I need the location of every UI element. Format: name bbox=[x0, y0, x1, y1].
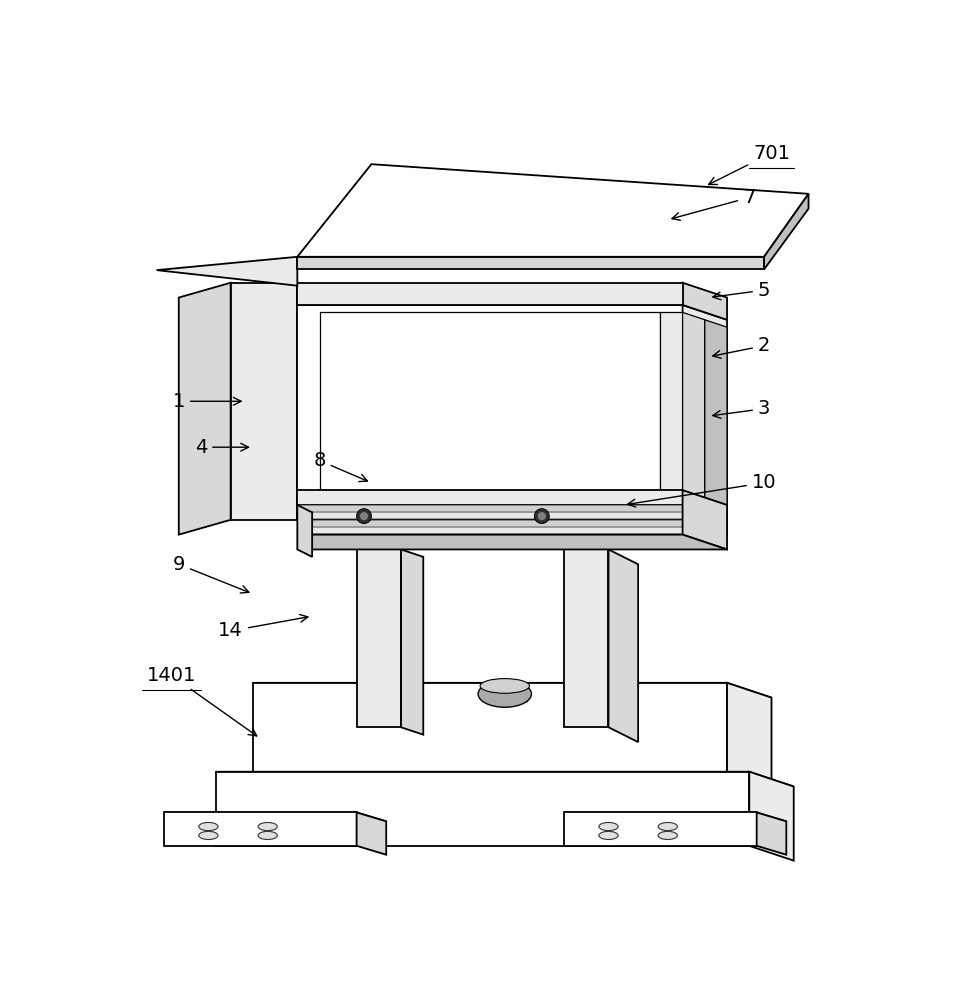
Polygon shape bbox=[401, 549, 424, 735]
Text: 9: 9 bbox=[173, 555, 249, 593]
Polygon shape bbox=[705, 320, 727, 505]
Polygon shape bbox=[297, 164, 809, 257]
Ellipse shape bbox=[658, 822, 678, 831]
Polygon shape bbox=[727, 683, 771, 787]
Polygon shape bbox=[230, 283, 297, 520]
Polygon shape bbox=[297, 520, 683, 526]
Polygon shape bbox=[297, 283, 683, 305]
Circle shape bbox=[537, 512, 546, 520]
Ellipse shape bbox=[258, 822, 277, 831]
Circle shape bbox=[359, 512, 368, 520]
Polygon shape bbox=[683, 305, 727, 535]
Text: 4: 4 bbox=[195, 438, 249, 457]
Polygon shape bbox=[252, 683, 727, 772]
Polygon shape bbox=[164, 812, 386, 821]
Text: 10: 10 bbox=[627, 473, 776, 507]
Polygon shape bbox=[683, 283, 727, 320]
Polygon shape bbox=[608, 549, 639, 742]
Ellipse shape bbox=[598, 822, 619, 831]
Text: 3: 3 bbox=[713, 399, 771, 418]
Polygon shape bbox=[252, 683, 771, 698]
Text: 7: 7 bbox=[672, 188, 755, 220]
Ellipse shape bbox=[598, 831, 619, 840]
Polygon shape bbox=[564, 812, 756, 846]
Polygon shape bbox=[297, 257, 764, 269]
Polygon shape bbox=[319, 312, 661, 490]
Polygon shape bbox=[683, 312, 705, 498]
Polygon shape bbox=[683, 490, 727, 549]
Ellipse shape bbox=[658, 831, 678, 840]
Ellipse shape bbox=[478, 681, 532, 707]
Polygon shape bbox=[216, 772, 793, 787]
Polygon shape bbox=[179, 283, 230, 535]
Polygon shape bbox=[564, 549, 608, 727]
Text: 1401: 1401 bbox=[146, 666, 257, 736]
Circle shape bbox=[357, 509, 371, 524]
Polygon shape bbox=[564, 812, 786, 821]
Polygon shape bbox=[216, 772, 750, 846]
Polygon shape bbox=[164, 812, 357, 846]
Polygon shape bbox=[756, 812, 786, 855]
Text: 1: 1 bbox=[173, 392, 241, 411]
Polygon shape bbox=[297, 305, 683, 520]
Polygon shape bbox=[297, 505, 312, 557]
Polygon shape bbox=[661, 312, 683, 490]
Ellipse shape bbox=[258, 831, 277, 840]
Polygon shape bbox=[297, 490, 683, 505]
Polygon shape bbox=[750, 772, 793, 861]
Polygon shape bbox=[297, 505, 683, 511]
Ellipse shape bbox=[480, 679, 530, 693]
Polygon shape bbox=[357, 812, 386, 855]
Polygon shape bbox=[297, 527, 683, 533]
Text: 701: 701 bbox=[708, 144, 790, 184]
Text: 8: 8 bbox=[314, 451, 367, 482]
Polygon shape bbox=[297, 512, 683, 518]
Polygon shape bbox=[157, 257, 297, 286]
Polygon shape bbox=[297, 535, 727, 549]
Circle shape bbox=[534, 509, 549, 524]
Polygon shape bbox=[357, 549, 401, 727]
Text: 14: 14 bbox=[218, 614, 308, 640]
Text: 2: 2 bbox=[713, 336, 771, 358]
Ellipse shape bbox=[199, 831, 218, 840]
Text: 5: 5 bbox=[713, 281, 771, 300]
Ellipse shape bbox=[199, 822, 218, 831]
Polygon shape bbox=[764, 194, 809, 269]
